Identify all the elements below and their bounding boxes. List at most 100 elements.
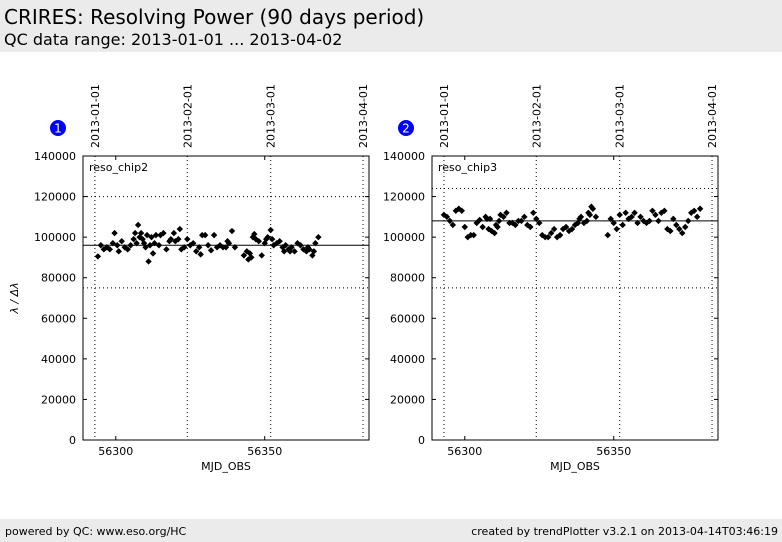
data-point xyxy=(482,213,489,221)
series-label: reso_chip3 xyxy=(438,161,497,174)
data-point xyxy=(94,253,102,260)
data-point xyxy=(264,233,271,241)
data-point xyxy=(251,230,258,238)
data-point xyxy=(583,217,591,225)
panel-number-badge xyxy=(50,120,66,136)
data-point xyxy=(696,205,704,212)
data-point xyxy=(640,217,647,225)
data-point xyxy=(443,213,451,221)
data-point xyxy=(245,256,252,263)
footer-powered-by: powered by QC: www.eso.org/HC xyxy=(5,525,187,538)
data-point xyxy=(679,229,686,237)
data-point xyxy=(143,231,151,239)
data-point xyxy=(637,213,644,221)
data-point xyxy=(479,223,486,231)
y-tick-label: 120000 xyxy=(383,191,425,204)
data-point xyxy=(163,246,170,253)
data-point xyxy=(134,221,142,229)
data-point xyxy=(667,227,674,235)
data-point xyxy=(589,205,597,212)
y-tick-label: 120000 xyxy=(34,191,76,204)
data-point xyxy=(577,213,585,221)
data-point xyxy=(676,225,683,233)
data-point xyxy=(148,233,155,241)
panel-number: 2 xyxy=(402,122,410,136)
data-point xyxy=(658,209,665,216)
x-axis-label: MJD_OBS xyxy=(550,460,600,473)
chart-panel-1: 1 2013-01-01 2013-02-01 2013-03-01 2013-04-0… xyxy=(8,84,370,473)
data-point xyxy=(193,248,200,255)
data-point xyxy=(267,226,274,234)
data-point xyxy=(146,242,154,249)
y-tick-label: 20000 xyxy=(41,393,76,406)
data-point xyxy=(249,233,257,241)
data-point xyxy=(149,250,157,257)
data-point xyxy=(306,246,313,253)
data-point xyxy=(539,231,546,239)
data-point xyxy=(201,231,209,239)
y-tick-label: 100000 xyxy=(34,231,76,244)
data-point xyxy=(536,219,543,227)
date-tick-label: 2013-04-01 xyxy=(357,84,370,148)
data-point xyxy=(655,217,662,225)
report-footer: powered by QC: www.eso.org/HC created by… xyxy=(0,519,782,542)
data-point xyxy=(544,233,552,241)
data-point xyxy=(524,221,531,229)
y-tick-label: 140000 xyxy=(34,150,76,163)
data-point xyxy=(157,231,164,239)
data-point xyxy=(133,240,140,247)
data-point xyxy=(530,209,537,216)
data-point xyxy=(228,227,236,235)
data-point xyxy=(137,229,145,237)
data-point xyxy=(547,229,555,237)
data-point xyxy=(533,215,540,223)
date-tick-label: 2013-02-01 xyxy=(530,84,543,148)
data-point xyxy=(115,248,122,255)
data-point xyxy=(604,231,611,239)
trend-charts: 1 2013-01-01 2013-02-01 2013-03-01 2013-04-0… xyxy=(8,84,719,473)
data-point xyxy=(240,252,248,259)
data-point xyxy=(315,233,322,241)
x-axis-label: MJD_OBS xyxy=(201,460,251,473)
date-tick-label: 2013-01-01 xyxy=(438,84,451,148)
data-point xyxy=(568,225,576,233)
data-point xyxy=(176,225,184,233)
y-tick-label: 60000 xyxy=(390,312,425,325)
data-point xyxy=(495,217,503,225)
y-tick-label: 80000 xyxy=(41,272,76,285)
data-point xyxy=(248,254,255,261)
data-point xyxy=(512,221,519,229)
data-point xyxy=(673,221,680,229)
data-point xyxy=(619,221,626,229)
data-point xyxy=(127,242,134,249)
data-point xyxy=(464,233,471,241)
data-point xyxy=(461,223,468,231)
data-point xyxy=(210,231,218,239)
data-point xyxy=(470,231,477,239)
y-tick-label: 60000 xyxy=(41,312,76,325)
data-point xyxy=(111,229,118,237)
data-point xyxy=(276,238,283,245)
date-tick-label: 2013-02-01 xyxy=(181,84,194,148)
data-point xyxy=(225,240,233,247)
plot-frame xyxy=(82,155,370,441)
data-point xyxy=(184,235,191,243)
data-point xyxy=(130,235,137,243)
date-tick-label: 2013-03-01 xyxy=(265,84,278,148)
data-point xyxy=(693,213,701,221)
date-tick-label: 2013-03-01 xyxy=(614,84,627,148)
data-point xyxy=(616,211,623,219)
y-tick-label: 40000 xyxy=(41,353,76,366)
data-point xyxy=(634,219,641,227)
data-point xyxy=(155,242,163,249)
footer-created-by: created by trendPlotter v3.2.1 on 2013-0… xyxy=(471,525,778,538)
data-point xyxy=(258,252,265,259)
data-point xyxy=(255,238,262,245)
data-point xyxy=(486,215,494,223)
data-point xyxy=(187,242,194,249)
data-point xyxy=(649,207,656,214)
y-tick-label: 20000 xyxy=(390,393,425,406)
data-point xyxy=(476,216,483,224)
data-point xyxy=(106,246,114,253)
panel-number: 1 xyxy=(54,122,62,136)
